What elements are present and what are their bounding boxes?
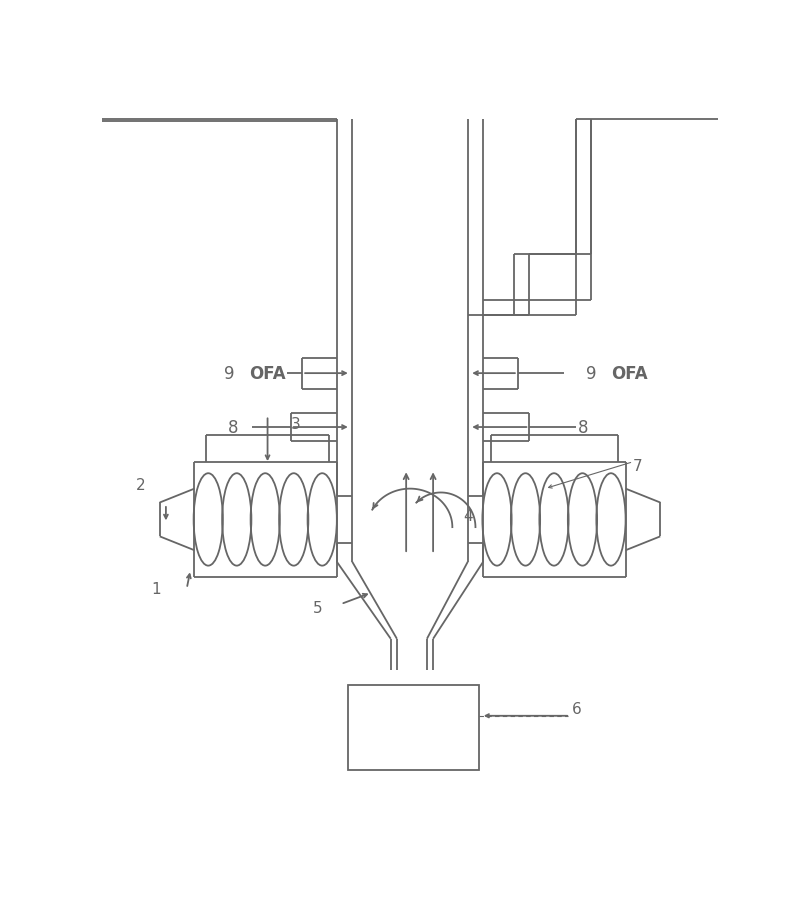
- Text: 8: 8: [228, 419, 238, 436]
- Text: 4: 4: [463, 508, 473, 524]
- Text: 9: 9: [586, 365, 596, 383]
- Text: OFA: OFA: [250, 365, 286, 383]
- Text: 1: 1: [151, 582, 161, 597]
- Text: 5: 5: [313, 600, 322, 616]
- Text: 9: 9: [224, 365, 234, 383]
- Bar: [349, 685, 479, 770]
- Text: 8: 8: [578, 419, 589, 436]
- Text: 6: 6: [572, 701, 582, 716]
- Text: OFA: OFA: [611, 365, 648, 383]
- Text: 3: 3: [290, 416, 301, 432]
- Text: 2: 2: [136, 478, 146, 493]
- Text: 7: 7: [632, 459, 642, 473]
